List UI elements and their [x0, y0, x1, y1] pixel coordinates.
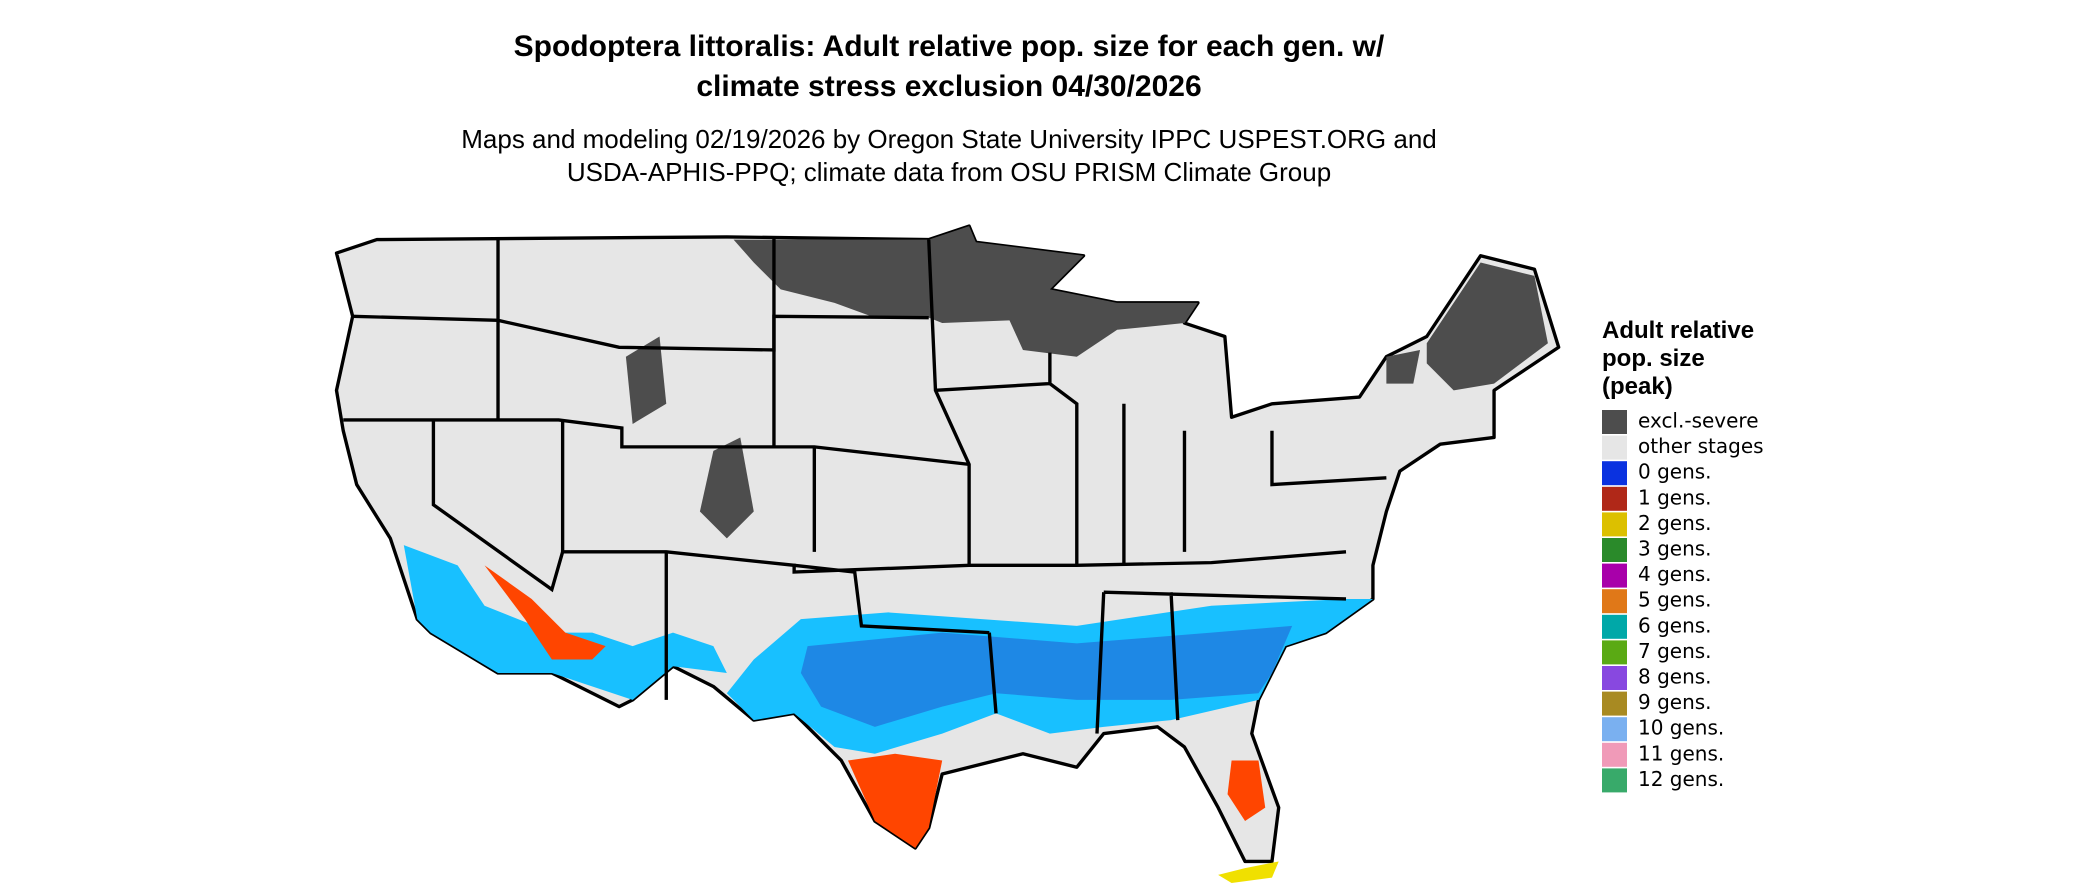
legend-title: (peak)	[1602, 373, 1673, 400]
legend-label: other stages	[1638, 434, 1764, 458]
legend-label: 2 gens.	[1638, 511, 1712, 535]
legend-swatch	[1602, 563, 1627, 588]
legend-label: 10 gens.	[1638, 716, 1724, 740]
legend-swatch	[1602, 435, 1627, 460]
legend-label: 12 gens.	[1638, 767, 1724, 791]
subtitle-line: USDA-APHIS-PPQ; climate data from OSU PR…	[567, 157, 1331, 187]
legend-label: 5 gens.	[1638, 588, 1712, 612]
legend-label: excl.-severe	[1638, 409, 1759, 433]
legend-swatch	[1602, 640, 1627, 665]
exclusion-areas	[625, 226, 1548, 539]
legend-label: 8 gens.	[1638, 665, 1712, 689]
legend-label: 7 gens.	[1638, 639, 1712, 663]
legend-label: 0 gens.	[1638, 460, 1712, 484]
title-line: climate stress exclusion 04/30/2026	[696, 70, 1201, 103]
legend-label: 3 gens.	[1638, 537, 1712, 561]
legend-title: Adult relative	[1602, 317, 1754, 344]
legend-swatch	[1602, 742, 1627, 767]
legend-swatch	[1602, 614, 1627, 639]
legend-swatch	[1602, 717, 1627, 742]
legend-swatch	[1602, 512, 1627, 537]
legend-swatch	[1602, 486, 1627, 511]
state-borders	[343, 236, 1387, 734]
us-map	[334, 224, 1561, 883]
legend-swatch	[1602, 691, 1627, 716]
legend-swatch	[1602, 410, 1627, 434]
legend-swatch	[1602, 461, 1627, 486]
legend-label: 4 gens.	[1638, 562, 1712, 586]
subtitle-line: Maps and modeling 02/19/2026 by Oregon S…	[461, 124, 1437, 154]
legend-label: 6 gens.	[1638, 613, 1712, 637]
title-line: Spodoptera littoralis: Adult relative po…	[514, 30, 1385, 63]
legend-swatch	[1602, 666, 1627, 690]
legend-swatch	[1602, 768, 1627, 793]
legend-label: 11 gens.	[1638, 741, 1724, 765]
legend-title: pop. size	[1602, 345, 1705, 372]
generation-areas	[403, 545, 1373, 883]
legend-label: 1 gens.	[1638, 485, 1712, 509]
legend-swatch	[1602, 538, 1627, 562]
legend-label: 9 gens.	[1638, 690, 1712, 714]
legend-swatch	[1602, 589, 1627, 614]
